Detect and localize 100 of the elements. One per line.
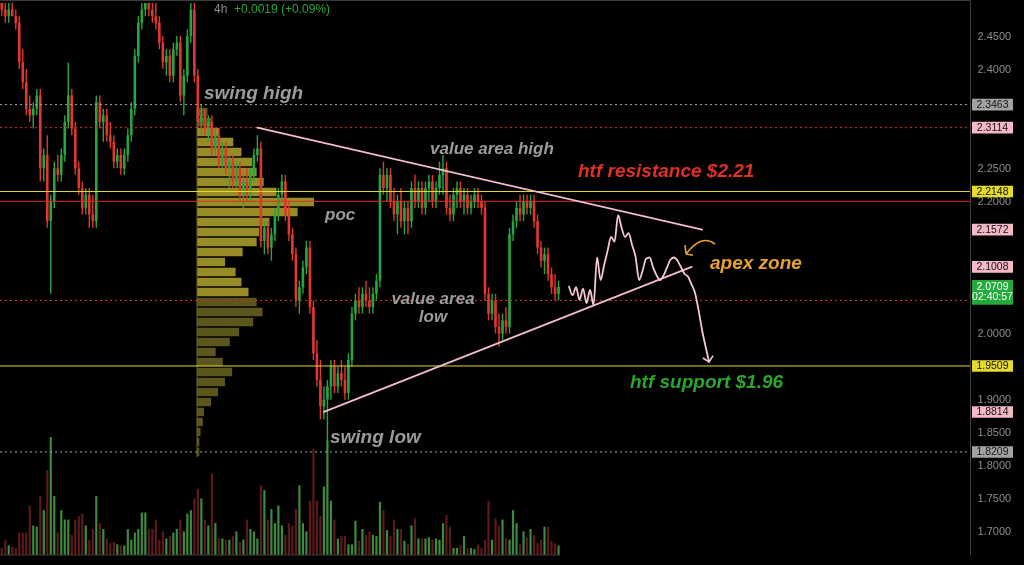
candlestick bbox=[242, 174, 245, 209]
bar bbox=[522, 531, 525, 555]
y-tick-label: 1.8000 bbox=[977, 459, 1012, 472]
bar bbox=[259, 485, 262, 555]
y-tick-label: 2.4000 bbox=[977, 62, 1012, 75]
bar bbox=[452, 547, 455, 555]
chart-title: 4h bbox=[214, 2, 228, 16]
bar bbox=[413, 518, 417, 555]
y-tick-label: 2.2000 bbox=[977, 194, 1012, 207]
annotation: swing high bbox=[204, 81, 304, 103]
ref-line-label: 1.8209 bbox=[976, 444, 1009, 457]
candlestick bbox=[116, 147, 119, 169]
bar bbox=[197, 267, 236, 277]
text: 02:40:57 bbox=[972, 290, 1014, 303]
bar bbox=[197, 287, 249, 297]
bar bbox=[197, 277, 242, 287]
bar bbox=[487, 500, 490, 555]
bar bbox=[333, 519, 336, 555]
y-tick-label: 2.2500 bbox=[977, 161, 1012, 174]
text: 2.0709 bbox=[976, 279, 1009, 292]
candlestick bbox=[14, 8, 18, 31]
text: 2.3114 bbox=[976, 120, 1009, 133]
candlestick bbox=[522, 194, 525, 222]
ref-line-label: 1.9509 bbox=[976, 358, 1009, 371]
bar bbox=[196, 488, 199, 555]
bar bbox=[410, 525, 413, 555]
bar bbox=[494, 518, 497, 555]
candlestick bbox=[396, 194, 399, 236]
candlestick bbox=[56, 154, 60, 183]
candlestick bbox=[382, 160, 385, 196]
annotation: +0.0019 (+0.09%) bbox=[234, 2, 331, 16]
bar bbox=[354, 520, 357, 555]
bar bbox=[403, 540, 406, 555]
bar bbox=[473, 549, 476, 555]
text: 2.1572 bbox=[976, 222, 1009, 235]
bar bbox=[28, 505, 31, 555]
y-tick-label: 2.4500 bbox=[977, 29, 1012, 42]
candlestick bbox=[529, 194, 532, 216]
candlestick bbox=[263, 220, 266, 255]
bar bbox=[557, 545, 560, 555]
candlestick bbox=[84, 187, 88, 216]
annotation: poc bbox=[324, 205, 356, 225]
bar bbox=[417, 538, 420, 555]
bar bbox=[431, 539, 434, 555]
bar bbox=[340, 536, 343, 555]
candlestick bbox=[235, 160, 238, 189]
bar bbox=[197, 237, 257, 247]
candlestick bbox=[543, 246, 546, 275]
text: 2.1008 bbox=[976, 259, 1009, 272]
candlestick bbox=[221, 141, 224, 169]
y-tick-label: 1.9000 bbox=[977, 393, 1012, 406]
candlestick bbox=[228, 154, 231, 189]
annotation: htf resistance $2.21 bbox=[578, 159, 755, 181]
candlestick bbox=[42, 147, 46, 183]
bar bbox=[197, 257, 226, 267]
annotation: apex zone bbox=[710, 252, 803, 273]
bar bbox=[543, 526, 546, 555]
ref-line-label: 2.3463 bbox=[976, 97, 1009, 110]
bar bbox=[200, 498, 203, 555]
candlestick bbox=[207, 114, 210, 143]
annotation: value area low bbox=[391, 289, 475, 327]
bar bbox=[459, 545, 462, 555]
bar bbox=[326, 440, 329, 555]
text: 1.8814 bbox=[976, 404, 1009, 417]
bar bbox=[424, 538, 427, 555]
candlestick bbox=[361, 286, 364, 315]
bar bbox=[193, 498, 196, 555]
bar bbox=[197, 247, 243, 257]
candlestick bbox=[179, 35, 182, 103]
bar bbox=[46, 470, 49, 555]
candlestick bbox=[200, 103, 203, 136]
y-tick-label: 1.7500 bbox=[977, 492, 1012, 505]
bar bbox=[501, 519, 504, 555]
candlestick bbox=[557, 279, 560, 302]
candlestick bbox=[165, 48, 168, 77]
candlestick bbox=[333, 359, 336, 394]
bar bbox=[382, 510, 385, 555]
candlestick bbox=[214, 127, 217, 156]
annotation: htf support $1.96 bbox=[630, 370, 784, 392]
candlestick bbox=[102, 108, 105, 143]
bar bbox=[298, 485, 301, 555]
y-tick-label: 1.8500 bbox=[977, 426, 1012, 439]
ref-line-label: 2.2148 bbox=[976, 184, 1009, 197]
bar bbox=[396, 529, 399, 555]
bar bbox=[197, 227, 260, 237]
bar bbox=[277, 505, 280, 555]
candlestick bbox=[403, 200, 406, 236]
y-tick-label: 2.0000 bbox=[977, 327, 1012, 340]
annotation: value area high bbox=[430, 138, 554, 158]
y-tick-label: 1.7000 bbox=[977, 525, 1012, 538]
bar bbox=[263, 490, 266, 555]
bar bbox=[312, 448, 315, 555]
candlestick bbox=[501, 313, 504, 341]
bar bbox=[368, 531, 371, 555]
candlestick bbox=[49, 194, 53, 295]
bar bbox=[529, 529, 532, 555]
annotation: swing low bbox=[330, 425, 422, 447]
bar bbox=[347, 544, 350, 555]
candlestick bbox=[410, 180, 413, 229]
bar bbox=[361, 529, 364, 555]
